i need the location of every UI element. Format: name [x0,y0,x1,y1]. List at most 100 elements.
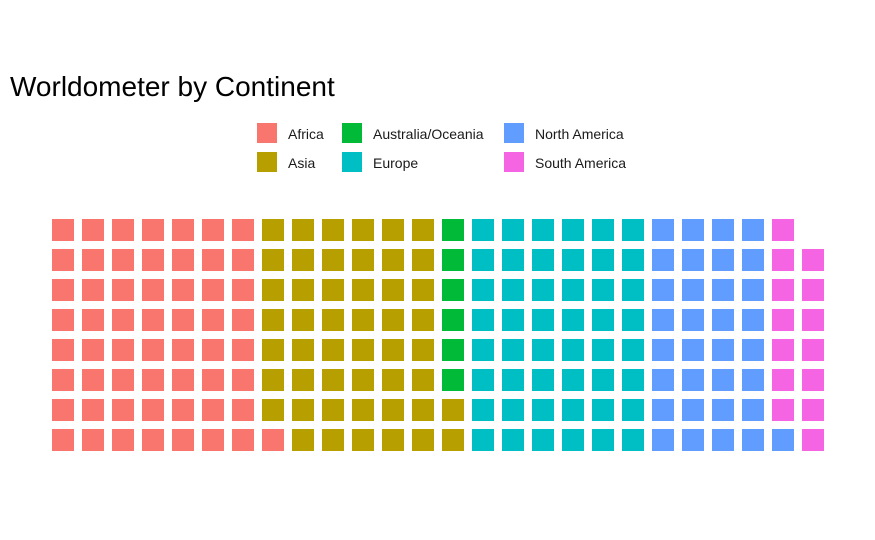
waffle-cell-asia [382,219,404,241]
waffle-cell-africa [82,309,104,331]
legend-key-africa [257,123,277,143]
legend-key-south-america [504,152,524,172]
waffle-cell-europe [622,399,644,421]
legend-key-europe [342,152,362,172]
waffle-cell-africa [202,249,224,271]
waffle-cell-europe [592,429,614,451]
waffle-cell-asia [412,399,434,421]
waffle-cell-south-america [802,309,824,331]
waffle-cell-africa [82,369,104,391]
waffle-cell-europe [532,219,554,241]
waffle-cell-europe [562,429,584,451]
waffle-cell-africa [232,399,254,421]
waffle-cell-asia [412,279,434,301]
waffle-cell-north-america [742,399,764,421]
legend-key-north-america [504,123,524,143]
waffle-cell-africa [112,399,134,421]
waffle-cell-africa [82,249,104,271]
waffle-cell-asia [442,399,464,421]
legend-label-south-america: South America [535,155,626,171]
waffle-cell-africa [232,279,254,301]
waffle-cell-europe [502,429,524,451]
waffle-cell-north-america [652,429,674,451]
waffle-cell-asia [382,309,404,331]
waffle-cell-europe [622,429,644,451]
waffle-cell-africa [52,219,74,241]
waffle-cell-north-america [652,309,674,331]
waffle-cell-asia [352,339,374,361]
legend-label-australia-oceania: Australia/Oceania [373,126,484,142]
waffle-cell-africa [172,339,194,361]
legend: Africa Asia Australia/Oceania Europe North A… [257,123,626,172]
legend-key-australia-oceania [342,123,362,143]
waffle-cell-australia-oceania [442,309,464,331]
waffle-cell-asia [322,249,344,271]
waffle-cell-north-america [742,429,764,451]
waffle-cell-asia [292,249,314,271]
waffle-cell-asia [322,279,344,301]
waffle-cell-africa [172,309,194,331]
waffle-cell-europe [472,249,494,271]
waffle-cell-europe [502,249,524,271]
waffle-cell-africa [232,339,254,361]
waffle-cell-africa [142,369,164,391]
waffle-cell-asia [262,309,284,331]
waffle-cell-africa [112,279,134,301]
legend-label-asia: Asia [288,155,315,171]
waffle-cell-europe [502,339,524,361]
waffle-cell-africa [52,369,74,391]
waffle-cell-asia [262,399,284,421]
waffle-cell-asia [322,369,344,391]
waffle-cell-north-america [682,309,704,331]
waffle-cell-europe [592,219,614,241]
waffle-cell-asia [292,339,314,361]
waffle-cell-asia [352,399,374,421]
waffle-cell-africa [52,279,74,301]
waffle-cell-south-america [772,249,794,271]
waffle-cell-asia [322,309,344,331]
waffle-cell-africa [232,249,254,271]
waffle-cell-africa [52,399,74,421]
waffle-cell-europe [562,309,584,331]
waffle-cell-africa [202,339,224,361]
waffle-cell-asia [262,219,284,241]
waffle-cell-australia-oceania [442,369,464,391]
waffle-cell-asia [352,249,374,271]
waffle-cell-europe [532,279,554,301]
waffle-cell-europe [622,279,644,301]
waffle-cell-asia [412,429,434,451]
waffle-cell-europe [562,219,584,241]
waffle-cell-asia [292,369,314,391]
waffle-cell-north-america [742,249,764,271]
waffle-cell-south-america [772,219,794,241]
waffle-cell-africa [142,339,164,361]
waffle-cell-europe [502,279,524,301]
waffle-cell-asia [382,339,404,361]
waffle-cell-africa [202,429,224,451]
waffle-cell-africa [202,219,224,241]
waffle-cell-south-america [772,369,794,391]
legend-label-north-america: North America [535,126,624,142]
waffle-cell-north-america [712,399,734,421]
waffle-cell-africa [202,399,224,421]
waffle-cell-africa [232,369,254,391]
waffle-cell-north-america [652,369,674,391]
waffle-cell-europe [622,369,644,391]
waffle-cell-asia [382,369,404,391]
waffle-cell-asia [322,429,344,451]
waffle-cell-north-america [682,369,704,391]
waffle-cell-europe [532,429,554,451]
waffle-cell-europe [532,369,554,391]
waffle-cell-europe [592,339,614,361]
waffle-cell-europe [532,339,554,361]
chart-title: Worldometer by Continent [10,71,335,102]
waffle-cell-europe [622,249,644,271]
waffle-cell-africa [232,429,254,451]
waffle-cell-africa [82,279,104,301]
waffle-cell-asia [382,249,404,271]
waffle-cell-north-america [682,429,704,451]
waffle-cell-europe [592,309,614,331]
waffle-cell-south-america [772,399,794,421]
waffle-cell-europe [562,249,584,271]
waffle-cell-australia-oceania [442,339,464,361]
